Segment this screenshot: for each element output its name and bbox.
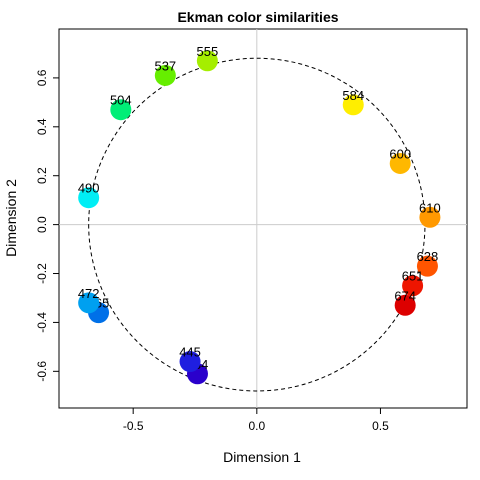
point-537: [154, 64, 176, 86]
point-label-504: 504: [110, 93, 132, 108]
point-label-651: 651: [402, 269, 424, 284]
point-472: [78, 292, 100, 314]
x-axis-ticks: -0.5 0.0 0.5: [123, 408, 389, 433]
y-tick-label: 0.4: [35, 118, 49, 135]
y-tick-label: 0.6: [35, 69, 49, 86]
y-tick-label: -0.2: [35, 263, 49, 284]
plot-frame: [58, 28, 468, 409]
point-label-610: 610: [419, 200, 441, 215]
y-axis-label: Dimension 2: [3, 179, 19, 257]
point-label-628: 628: [417, 249, 439, 264]
reference-lines: [59, 29, 467, 408]
point-555: [196, 50, 218, 72]
point-label-555: 555: [197, 44, 219, 59]
point-label-472: 472: [78, 286, 100, 301]
x-axis-label: Dimension 1: [223, 449, 301, 465]
x-tick-label: 0.5: [372, 419, 389, 433]
y-tick-label: -0.4: [35, 312, 49, 333]
point-445: [179, 351, 201, 373]
y-axis-ticks: -0.6 -0.4 -0.2 0.0 0.2 0.4 0.6: [35, 69, 59, 382]
point-628: [416, 255, 438, 277]
points-layer: 4344454654724905045375555846006106286516…: [78, 44, 441, 385]
point-label-445: 445: [179, 345, 201, 360]
point-504: [110, 99, 132, 121]
point-651: [402, 275, 424, 297]
point-600: [389, 152, 411, 174]
point-label-674: 674: [394, 288, 416, 303]
x-tick-label: 0.0: [248, 419, 265, 433]
point-610: [419, 206, 441, 228]
point-490: [78, 187, 100, 209]
y-tick-label: 0.0: [35, 216, 49, 233]
point-584: [342, 94, 364, 116]
x-tick-label: -0.5: [123, 419, 144, 433]
y-tick-label: -0.6: [35, 361, 49, 382]
y-tick-label: 0.2: [35, 167, 49, 184]
point-label-537: 537: [154, 58, 176, 73]
point-label-490: 490: [78, 181, 100, 196]
point-label-600: 600: [389, 146, 411, 161]
point-674: [394, 294, 416, 316]
point-label-584: 584: [342, 88, 364, 103]
chart-title: Ekman color similarities: [177, 9, 338, 25]
